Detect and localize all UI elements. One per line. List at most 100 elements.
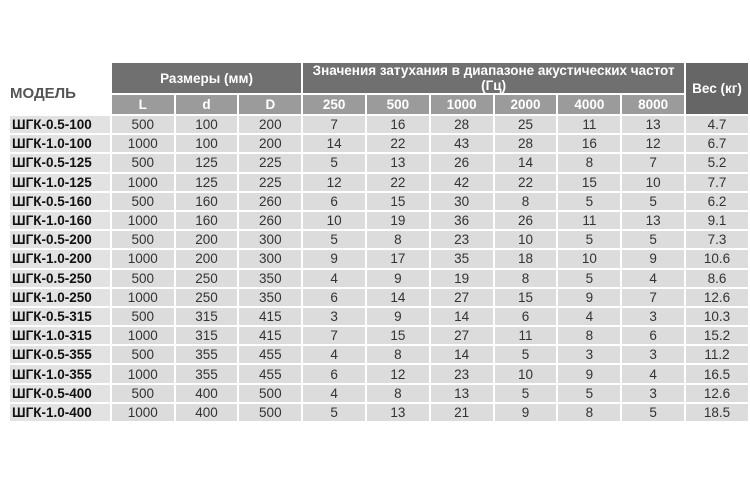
value-cell: 1000 (111, 250, 174, 268)
value-cell: 14 (494, 154, 557, 172)
value-cell: 1000 (111, 173, 174, 191)
value-cell: 400 (175, 384, 238, 402)
table-row: ШГК-0.5-160 500 160 260 6 15 30 8 5 5 6.2 (10, 192, 748, 210)
value-cell: 6 (303, 288, 365, 306)
attenuation-header: Значения затухания в диапазоне акустичес… (303, 63, 685, 93)
value-cell: 14 (430, 346, 493, 364)
value-cell: 200 (175, 250, 238, 268)
value-cell: 260 (239, 211, 302, 230)
value-cell: 7 (303, 327, 365, 345)
value-cell: 22 (366, 135, 429, 153)
value-cell: 3 (622, 307, 685, 326)
table-row: ШГК-0.5-125 500 125 225 5 13 26 14 8 7 5.2 (10, 154, 748, 172)
dim-col-header: d (175, 95, 238, 114)
value-cell: 27 (430, 327, 493, 345)
value-cell: 500 (111, 307, 174, 326)
value-cell: 5 (303, 231, 365, 249)
value-cell: 125 (175, 173, 238, 191)
model-cell: ШГК-0.5-125 (10, 154, 110, 172)
value-cell: 8 (558, 154, 621, 172)
value-cell: 9 (366, 269, 429, 287)
value-cell: 4 (558, 307, 621, 326)
value-cell: 500 (111, 346, 174, 364)
value-cell: 6 (303, 365, 365, 383)
value-cell: 5.2 (686, 154, 748, 172)
value-cell: 225 (239, 173, 302, 191)
model-cell: ШГК-1.0-200 (10, 250, 110, 268)
value-cell: 415 (239, 327, 302, 345)
value-cell: 9.1 (686, 211, 748, 230)
value-cell: 200 (239, 116, 302, 134)
value-cell: 200 (239, 135, 302, 153)
value-cell: 5 (558, 231, 621, 249)
value-cell: 6 (622, 327, 685, 345)
value-cell: 12.6 (686, 384, 748, 402)
value-cell: 500 (111, 154, 174, 172)
value-cell: 6.2 (686, 192, 748, 210)
model-cell: ШГК-1.0-160 (10, 211, 110, 230)
value-cell: 5 (558, 269, 621, 287)
value-cell: 3 (558, 346, 621, 364)
value-cell: 315 (175, 307, 238, 326)
value-cell: 16.5 (686, 365, 748, 383)
value-cell: 21 (430, 403, 493, 421)
value-cell: 10 (494, 231, 557, 249)
value-cell: 28 (494, 135, 557, 153)
value-cell: 16 (558, 135, 621, 153)
freq-col-header: 250 (303, 95, 365, 114)
weight-header: Вес (кг) (686, 63, 748, 114)
specs-table: МОДЕЛЬ Размеры (мм) Значения затухания в… (8, 61, 750, 423)
model-cell: ШГК-0.5-250 (10, 269, 110, 287)
value-cell: 10 (558, 250, 621, 268)
freq-col-header: 2000 (494, 95, 557, 114)
table-row: ШГК-1.0-250 1000 250 350 6 14 27 15 9 7 12.6 (10, 288, 748, 306)
value-cell: 35 (430, 250, 493, 268)
value-cell: 11.2 (686, 346, 748, 364)
value-cell: 300 (239, 231, 302, 249)
value-cell: 200 (175, 231, 238, 249)
model-cell: ШГК-1.0-355 (10, 365, 110, 383)
model-cell: ШГК-1.0-400 (10, 403, 110, 421)
value-cell: 16 (366, 116, 429, 134)
value-cell: 5 (622, 403, 685, 421)
value-cell: 355 (175, 346, 238, 364)
value-cell: 350 (239, 288, 302, 306)
value-cell: 36 (430, 211, 493, 230)
model-cell: ШГК-0.5-400 (10, 384, 110, 402)
value-cell: 500 (111, 116, 174, 134)
freq-col-header: 4000 (558, 95, 621, 114)
value-cell: 8 (494, 192, 557, 210)
value-cell: 11 (494, 327, 557, 345)
value-cell: 18.5 (686, 403, 748, 421)
value-cell: 1000 (111, 288, 174, 306)
value-cell: 6.7 (686, 135, 748, 153)
model-cell: ШГК-1.0-125 (10, 173, 110, 191)
value-cell: 12 (622, 135, 685, 153)
value-cell: 10 (622, 173, 685, 191)
value-cell: 250 (175, 269, 238, 287)
value-cell: 12.6 (686, 288, 748, 306)
value-cell: 6 (303, 192, 365, 210)
value-cell: 9 (366, 307, 429, 326)
value-cell: 3 (622, 346, 685, 364)
value-cell: 5 (558, 384, 621, 402)
value-cell: 10 (494, 365, 557, 383)
value-cell: 260 (239, 192, 302, 210)
value-cell: 19 (430, 269, 493, 287)
value-cell: 25 (494, 116, 557, 134)
value-cell: 300 (239, 250, 302, 268)
value-cell: 5 (303, 154, 365, 172)
value-cell: 500 (111, 384, 174, 402)
model-cell: ШГК-1.0-315 (10, 327, 110, 345)
value-cell: 8.6 (686, 269, 748, 287)
value-cell: 8 (558, 403, 621, 421)
value-cell: 3 (303, 307, 365, 326)
value-cell: 100 (175, 135, 238, 153)
value-cell: 455 (239, 365, 302, 383)
value-cell: 415 (239, 307, 302, 326)
model-cell: ШГК-0.5-160 (10, 192, 110, 210)
value-cell: 11 (558, 116, 621, 134)
value-cell: 5 (622, 231, 685, 249)
model-cell: ШГК-1.0-250 (10, 288, 110, 306)
value-cell: 13 (622, 211, 685, 230)
